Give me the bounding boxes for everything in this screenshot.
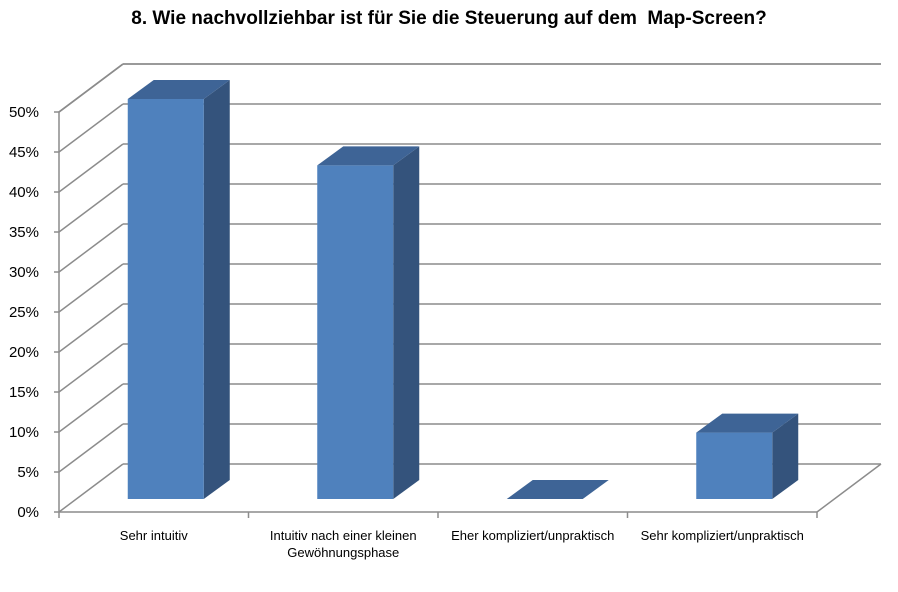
gridline — [58, 303, 881, 353]
bar-top — [696, 413, 799, 433]
y-tick-label: 40% — [9, 184, 39, 201]
x-category-label: Sehr intuitiv — [119, 528, 188, 543]
y-tick-label: 5% — [17, 464, 39, 481]
y-tick-label: 15% — [9, 384, 39, 401]
bar-front — [696, 432, 773, 499]
gridline — [58, 223, 881, 273]
y-tick-label: 0% — [17, 504, 39, 521]
y-tick-label: 10% — [9, 424, 39, 441]
floor-right-edge — [816, 463, 882, 513]
bar-side — [772, 413, 799, 499]
axes — [54, 63, 882, 518]
gridline — [58, 103, 881, 153]
bar — [506, 480, 609, 499]
gridline — [58, 263, 881, 313]
y-tick-label: 30% — [9, 264, 39, 281]
y-tick-label: 50% — [9, 104, 39, 121]
gridline — [58, 343, 881, 393]
y-tick-label: 25% — [9, 304, 39, 321]
chart-title: 8. Wie nachvollziehbar ist für Sie die S… — [131, 8, 767, 29]
bar-top — [506, 480, 609, 499]
x-category-label: Eher kompliziert/unpraktisch — [451, 528, 615, 543]
bar-top — [317, 146, 420, 166]
y-tick-label: 45% — [9, 144, 39, 161]
gridline — [58, 183, 881, 233]
y-tick-label: 20% — [9, 344, 39, 361]
y-tick-labels: 0% 5% 10% 15% 20% 25% 30% 35% 40% 45% 50% — [9, 104, 39, 521]
bar — [317, 146, 420, 499]
x-category-label: Sehr kompliziert/unpraktisch — [640, 528, 804, 543]
bar-front — [127, 99, 204, 499]
gridline — [58, 143, 881, 193]
y-tick-label: 35% — [9, 224, 39, 241]
bar-side — [203, 80, 230, 499]
bar — [127, 80, 230, 499]
bar-side — [393, 146, 420, 499]
bar — [696, 413, 799, 499]
bar-front — [317, 165, 394, 499]
bars — [127, 80, 799, 499]
x-category-label: Intuitiv nach einer kleinen Gewöhnungsph… — [269, 528, 417, 560]
gridline — [58, 383, 881, 433]
bar-top — [127, 80, 230, 99]
